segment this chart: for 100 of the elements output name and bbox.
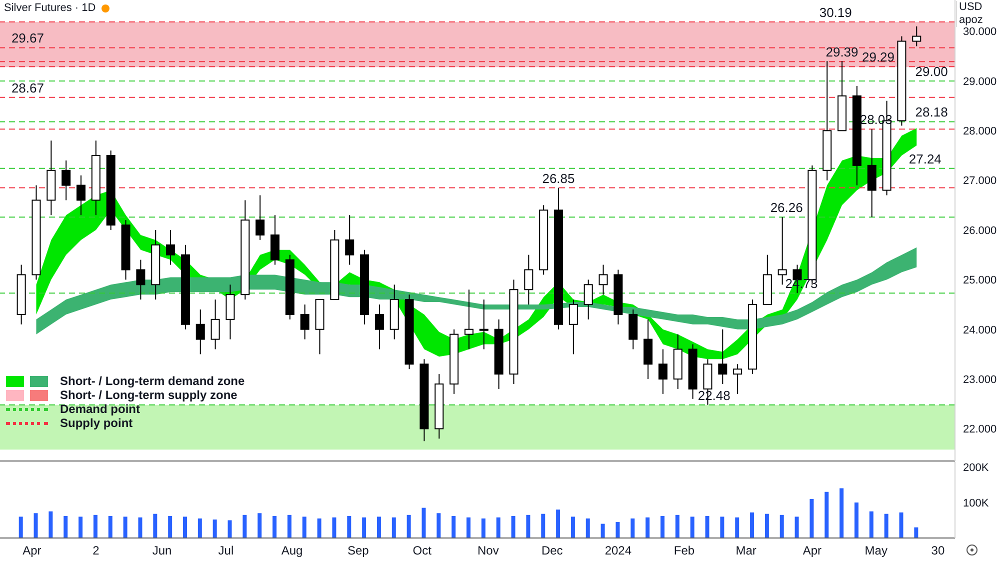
candlestick [136, 259, 146, 300]
bar [481, 518, 486, 538]
x-tick-label: 2 [92, 544, 100, 558]
bar [436, 513, 441, 538]
bar [18, 516, 23, 538]
x-tick-label: May [864, 544, 888, 558]
bar [556, 510, 560, 538]
candlestick [778, 216, 787, 286]
bar [228, 520, 232, 538]
annotation: 29.29 [862, 50, 895, 65]
bar [212, 520, 217, 538]
text: apoz [959, 14, 984, 27]
annotation: 28.67 [11, 80, 44, 96]
x-tick-label: Oct [412, 544, 432, 558]
bar [675, 514, 680, 538]
bar [660, 516, 664, 538]
x-tick-label: Dec [541, 544, 563, 558]
candlestick [718, 328, 728, 384]
annotation: 30.19 [819, 4, 852, 20]
bar [302, 516, 306, 538]
candlestick [256, 194, 265, 240]
bar [138, 517, 142, 538]
bar [452, 516, 456, 538]
bar [362, 517, 366, 538]
bar [258, 513, 262, 538]
y-tick-label: 200K [963, 462, 990, 474]
annotation: 29.67 [11, 30, 44, 46]
bar [272, 516, 277, 538]
bar [422, 508, 426, 538]
bar [690, 516, 694, 538]
bar [854, 502, 858, 538]
bar [705, 516, 710, 538]
candlestick [210, 299, 220, 350]
candlestick [300, 304, 310, 340]
bar [317, 518, 322, 538]
chart-title: Silver Futures · 1D [4, 2, 96, 14]
bar [914, 527, 918, 538]
bar [78, 516, 83, 538]
x-tick-label: Feb [674, 544, 695, 558]
x-tick-label: Nov [477, 544, 499, 558]
bar [153, 514, 158, 538]
bar [780, 514, 784, 538]
bar [794, 516, 799, 538]
candlestick [62, 160, 71, 201]
bar [496, 517, 500, 538]
bar [840, 488, 844, 538]
annotation: 27.24 [908, 151, 942, 166]
x-tick-label: Apr [22, 544, 42, 558]
x-tick-label: Apr [802, 544, 822, 558]
y-tick-label: 27.000 [963, 175, 997, 188]
candlestick [568, 299, 578, 355]
bar [630, 518, 635, 538]
y-tick-label: 100K [963, 497, 990, 510]
annotation: Supply point [60, 416, 133, 430]
bar [541, 514, 546, 538]
annotation: 29.39 [826, 44, 858, 60]
candlestick [374, 304, 384, 350]
x-tick-label: Mar [736, 544, 756, 558]
bar [735, 517, 740, 538]
candlestick [166, 230, 176, 266]
annotation: Short- / Long-term supply zone [60, 388, 238, 402]
bar [869, 511, 874, 538]
y-tick-label: 26.000 [963, 224, 997, 237]
candlestick [345, 214, 354, 266]
annotation: 26.26 [770, 200, 803, 216]
x-tick-label: Jul [218, 544, 234, 558]
bar [586, 518, 590, 538]
bar [34, 513, 38, 538]
y-tick-label: 22.000 [963, 424, 997, 436]
bar [600, 524, 605, 538]
candlestick [196, 308, 205, 355]
bar [616, 522, 620, 538]
bar [764, 514, 769, 538]
annotation: 28.18 [915, 104, 948, 120]
bar [347, 516, 352, 538]
annotation: 29.00 [915, 64, 948, 79]
bar [108, 516, 112, 538]
candlestick [912, 26, 922, 47]
bar [168, 516, 172, 538]
bar [242, 514, 247, 538]
bar [810, 498, 814, 538]
y-tick-label: 30.000 [963, 26, 997, 38]
annotation: Demand point [60, 402, 140, 416]
bar [884, 514, 888, 538]
bar [64, 516, 68, 538]
bar [526, 514, 530, 538]
bar [376, 516, 381, 538]
bar [720, 516, 724, 538]
bar [332, 517, 336, 538]
bar [824, 492, 829, 538]
bar [123, 516, 128, 538]
bar [511, 516, 516, 538]
x-tick-label: Sep [347, 544, 370, 558]
candlestick [464, 289, 474, 350]
bar [392, 517, 396, 538]
bar [750, 512, 754, 538]
bar [198, 518, 202, 538]
bar [93, 514, 98, 538]
x-tick-label: 30 [931, 544, 945, 558]
x-tick-label: 2024 [604, 544, 632, 558]
